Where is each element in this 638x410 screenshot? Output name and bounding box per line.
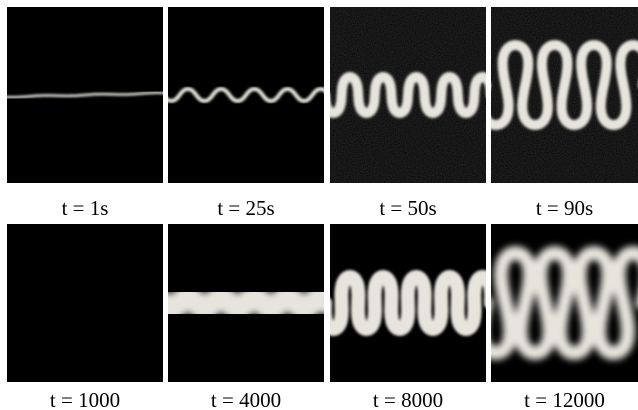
panel: t = 8000 <box>330 224 486 410</box>
caption: t = 12000 <box>524 388 605 410</box>
panel: t = 50s <box>330 7 486 220</box>
panel: t = 1s <box>7 7 163 220</box>
panel: t = 90s <box>491 7 638 220</box>
caption: t = 8000 <box>373 388 443 410</box>
caption: t = 90s <box>536 196 593 220</box>
interface <box>168 87 324 103</box>
panel: t = 1000 <box>7 224 163 410</box>
caption: t = 1000 <box>50 388 120 410</box>
interface <box>168 285 324 321</box>
panel: t = 25s <box>168 7 324 220</box>
interface <box>330 72 486 118</box>
caption: t = 25s <box>217 196 274 220</box>
caption: t = 1s <box>62 196 109 220</box>
interface <box>491 40 638 130</box>
interface <box>491 246 638 360</box>
caption: t = 50s <box>379 196 436 220</box>
caption: t = 4000 <box>211 388 281 410</box>
panel: t = 4000 <box>168 224 324 410</box>
interface <box>7 91 163 99</box>
interface <box>330 270 486 336</box>
panel: t = 12000 <box>491 224 638 410</box>
